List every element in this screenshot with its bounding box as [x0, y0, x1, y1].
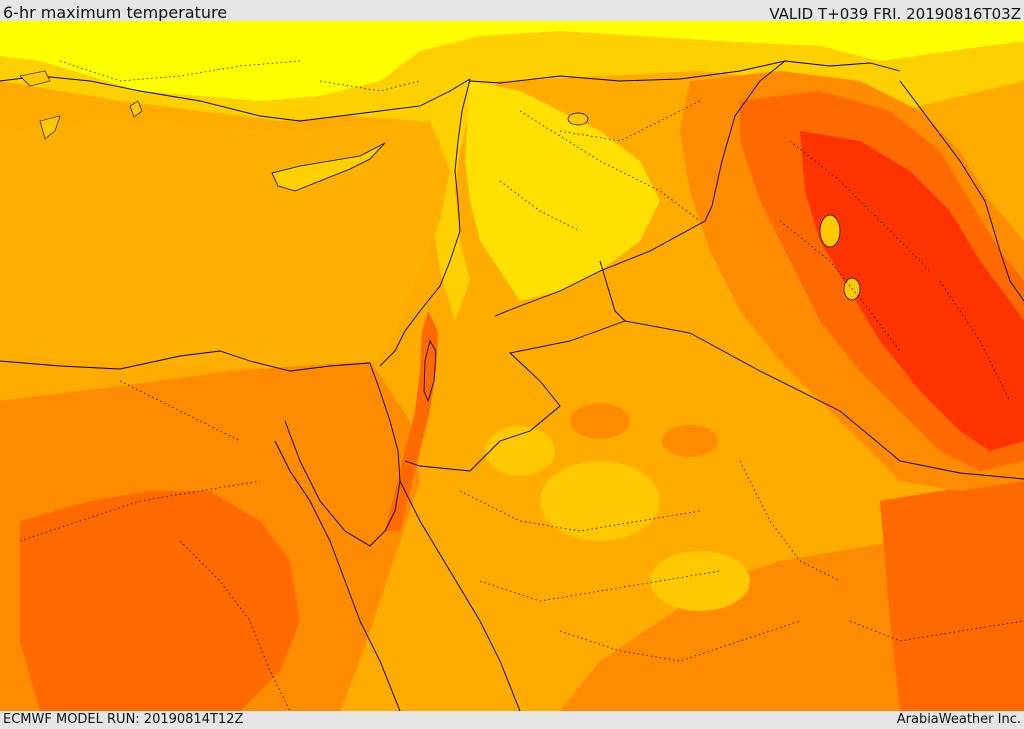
- dotted-boundary-4: [779, 220, 901, 352]
- temperature-patch-hot-1: [570, 403, 630, 439]
- border-egypt-israel: [369, 362, 401, 482]
- dotted-boundary-16: [499, 180, 581, 232]
- coastline-persian-gulf: [899, 80, 1024, 302]
- temperature-contour-yellow-levant: [465, 81, 660, 301]
- temperature-patch-hot-2: [662, 425, 718, 457]
- dotted-boundary-10: [19, 480, 261, 542]
- temperature-patch-mild-2: [650, 551, 750, 611]
- coastline-red-sea-east: [399, 480, 521, 711]
- temperature-contour-hotter-east: [880, 471, 1024, 711]
- valid-time-label: VALID T+039 FRI. 20190816T03Z: [769, 5, 1021, 23]
- dotted-boundaries: [19, 60, 1024, 711]
- border-syria-iraq: [494, 60, 786, 317]
- top-bar: 6-hr maximum temperature VALID T+039 FRI…: [0, 0, 1024, 23]
- island-aegean-2: [19, 70, 51, 87]
- bottom-bar: ECMWF MODEL RUN: 20190814T12Z ArabiaWeat…: [0, 711, 1024, 729]
- border-syria-turkey: [469, 60, 901, 84]
- coastline-turkey: [0, 75, 471, 122]
- model-run-label: ECMWF MODEL RUN: 20190814T12Z: [3, 712, 244, 727]
- map-canvas: [0, 21, 1024, 711]
- temperature-contour-coolest-north: [0, 21, 1024, 101]
- coastline-gulf-of-suez: [284, 420, 401, 547]
- dead-sea: [423, 339, 437, 403]
- coastline-egypt-north: [0, 350, 371, 372]
- iraq-lake-1: [819, 214, 841, 248]
- temperature-contour-hottest-iraq: [800, 131, 1024, 451]
- temperature-contour-hotter-egypt: [20, 491, 300, 711]
- border-iraq-saudi: [599, 260, 1024, 480]
- credit-label: ArabiaWeather Inc.: [896, 712, 1021, 727]
- lake-assad: [567, 112, 589, 126]
- island-aegean-1: [39, 115, 61, 140]
- dotted-boundary-14: [939, 280, 1011, 402]
- temperature-map[interactable]: [0, 21, 1024, 711]
- cyprus-island: [271, 142, 386, 192]
- island-rhodes: [129, 100, 143, 118]
- map-title: 6-hr maximum temperature: [3, 3, 228, 22]
- border-jordan-saudi: [404, 320, 626, 472]
- temperature-contour-sea: [0, 121, 450, 371]
- dotted-boundary-7: [559, 620, 801, 662]
- temperature-patch-mild-1: [540, 461, 660, 541]
- dotted-boundary-3: [789, 140, 931, 272]
- coastline-red-sea-west: [274, 440, 401, 711]
- coastline-levant: [379, 78, 471, 367]
- temperature-patch-mild-3: [485, 426, 555, 476]
